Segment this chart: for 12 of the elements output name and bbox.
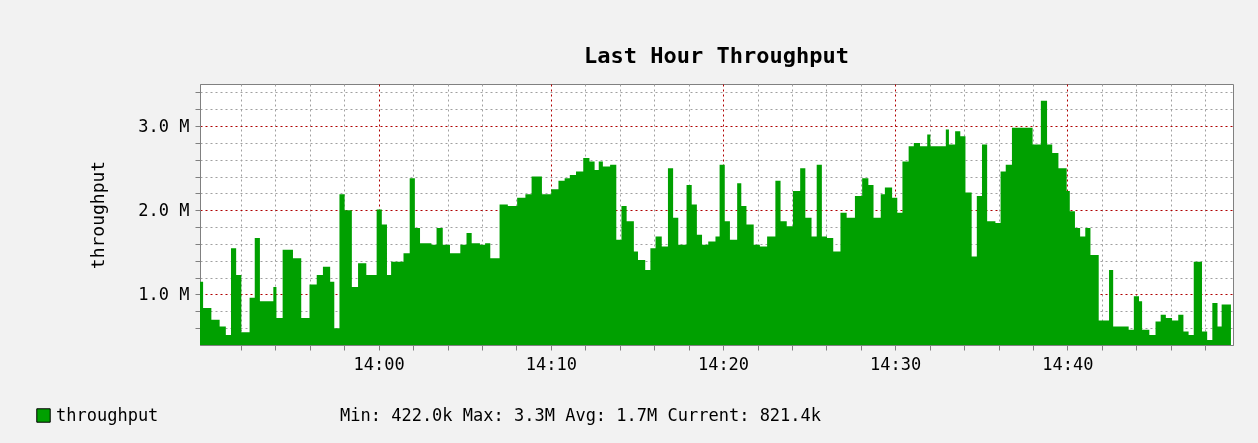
x-tick-label: 14:10 <box>525 353 577 374</box>
x-tick-label: 14:00 <box>353 353 405 374</box>
text: Min: 422.0k Max: 3.3M Avg: 1.7M Current: 821.4k <box>340 405 822 425</box>
legend-label: throughput <box>56 404 159 425</box>
y-tick-label: 1.0 M <box>138 283 190 304</box>
y-tick-label: 2.0 M <box>138 199 190 220</box>
x-tick-label: 14:40 <box>1042 353 1094 374</box>
y-tick-label: 3.0 M <box>138 115 190 136</box>
y-axis-title: throughput <box>87 160 109 270</box>
x-tick-label: 14:30 <box>870 353 922 374</box>
x-tick-label: 14:20 <box>697 353 750 374</box>
chart-title: Last Hour Throughput <box>584 43 849 68</box>
